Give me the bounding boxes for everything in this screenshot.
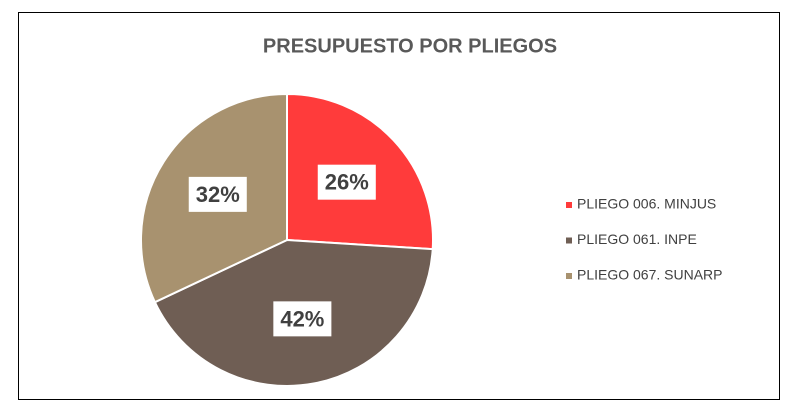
data-label: 42%: [280, 306, 324, 331]
legend-swatch: [566, 202, 572, 208]
legend-swatch: [566, 237, 572, 244]
legend-label: PLIEGO 061. INPE: [577, 231, 697, 247]
legend-label: PLIEGO 006. MINJUS: [577, 196, 716, 212]
legend-label: PLIEGO 067. SUNARP: [577, 267, 723, 283]
legend-swatch: [566, 273, 572, 279]
data-label-box: [188, 176, 247, 212]
data-label-box: [273, 301, 332, 337]
chart-title: PRESUPUESTO POR PLIEGOS: [263, 35, 557, 57]
data-label-box: [317, 164, 376, 200]
data-label: 26%: [325, 170, 369, 195]
data-label: 32%: [196, 182, 240, 207]
